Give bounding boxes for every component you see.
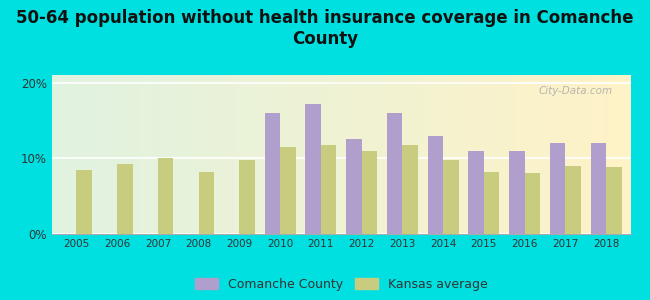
Bar [306,104,321,234]
Bar [265,113,280,234]
Bar [77,169,92,234]
Bar [591,143,606,234]
Bar [402,145,418,234]
Bar [117,164,133,234]
Bar [361,151,377,234]
Bar [484,172,499,234]
Text: City-Data.com: City-Data.com [539,86,613,96]
Bar [443,160,459,234]
Bar [525,173,540,234]
Bar [280,147,296,234]
Bar [509,151,525,234]
Bar [346,140,361,234]
Bar [158,158,174,234]
Legend: Comanche County, Kansas average: Comanche County, Kansas average [191,274,491,295]
Bar [550,143,566,234]
Text: 50-64 population without health insurance coverage in Comanche
County: 50-64 population without health insuranc… [16,9,634,48]
Bar [387,113,402,234]
Bar [606,167,621,234]
Bar [566,166,581,234]
Bar [239,160,255,234]
Bar [428,136,443,234]
Bar [199,172,214,234]
Bar [469,151,484,234]
Bar [321,145,336,234]
